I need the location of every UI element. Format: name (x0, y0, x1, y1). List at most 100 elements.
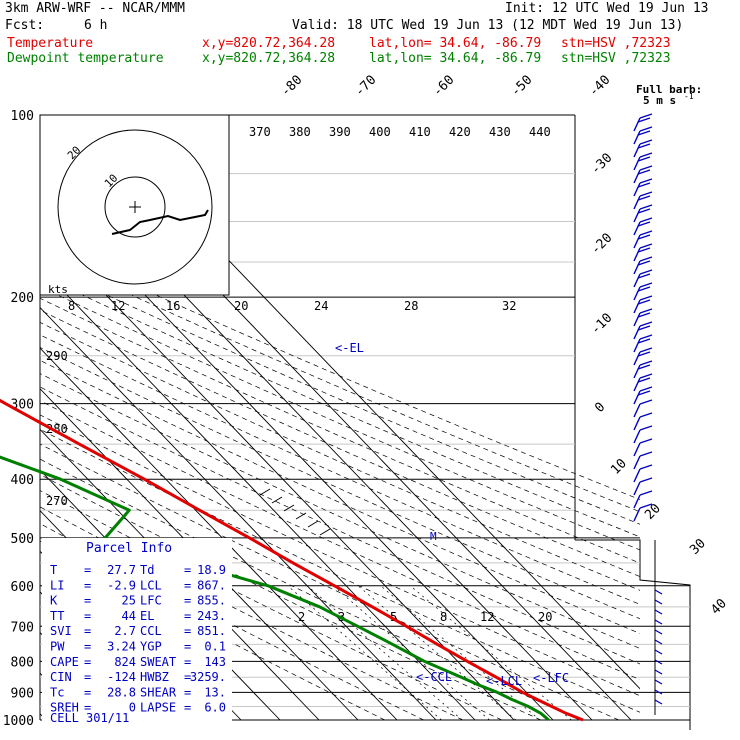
wind-barb-flag (637, 299, 651, 305)
wind-barb-flag (637, 143, 651, 149)
parcel-eq: = (84, 578, 91, 592)
parcel-value: 855. (197, 594, 226, 608)
wind-barb (633, 182, 641, 197)
parcel-eq: = (184, 624, 191, 638)
isotherm (40, 388, 359, 721)
parcel-info-title: Parcel Info (86, 541, 172, 556)
wind-barb-flag (637, 377, 651, 383)
lfc-marker: <-LFC (533, 671, 569, 685)
wind-barb-flag (639, 347, 653, 353)
dewpoint-xy: x,y=820.72,364.28 (202, 51, 336, 66)
parcel-value: 18.9 (197, 563, 226, 577)
lcl-marker: <-LCL (486, 674, 522, 688)
parcel-tick (295, 512, 307, 520)
wind-barb-flag (637, 208, 651, 214)
parcel-eq: = (84, 655, 91, 669)
wind-barb-flag (637, 234, 651, 240)
parcel-key: PW (50, 640, 65, 654)
parcel-value: 867. (197, 578, 226, 592)
model-title: 3km ARW-WRF -- NCAR/MMM (5, 1, 186, 16)
wind-barb-flag (637, 169, 651, 175)
wind-barb-flag (639, 477, 653, 483)
dry-adiabat (40, 274, 640, 538)
isotherm-label: -80 (278, 73, 305, 100)
speed-scale-label: 20 (234, 299, 248, 313)
temperature-legend: Temperature (7, 36, 94, 51)
dewpoint-line (0, 455, 550, 722)
parcel-key: Tc (50, 685, 64, 699)
parcel-key: T (50, 563, 57, 577)
parcel-key: SVI (50, 624, 72, 638)
wind-barb (654, 649, 663, 655)
barb-legend-title: Full barb: (636, 83, 702, 96)
mixing-ratio-line (332, 585, 490, 721)
wind-barb (633, 416, 641, 431)
wind-barb (633, 143, 641, 158)
wind-barb-flag (639, 451, 653, 457)
plot-right-step (575, 539, 691, 730)
wind-barb (633, 130, 641, 145)
parcel-eq: = (84, 609, 91, 623)
wind-barb (633, 195, 641, 210)
theta-left-label: 290 (46, 349, 68, 363)
wind-barb-flag (639, 204, 653, 210)
forecast-label: Fcst: (5, 18, 45, 33)
wind-barb-flag (639, 321, 653, 327)
isotherm-label: -10 (588, 311, 615, 338)
wind-barb (633, 286, 641, 301)
wind-barb (633, 507, 641, 522)
valid-time: Valid: 18 UTC Wed 19 Jun 13 (12 MDT Wed … (292, 18, 684, 33)
wind-barb-flag (637, 364, 651, 370)
wind-barb-flag (639, 178, 653, 184)
wind-barb (633, 299, 641, 314)
parcel-tick (271, 496, 283, 504)
wind-barb-flag (637, 338, 651, 344)
parcel-value: 44 (122, 609, 136, 623)
pressure-tick-label: 300 (11, 398, 34, 413)
wind-barb-flag (639, 152, 653, 158)
parcel-key: EL (140, 609, 154, 623)
isotherm (40, 225, 515, 721)
parcel-eq: = (84, 670, 91, 684)
isotherm-label: -20 (588, 231, 615, 258)
wind-barb (633, 403, 641, 418)
wind-barb-flag (639, 425, 653, 431)
wind-barb (633, 169, 641, 184)
wind-barb-flag (639, 386, 653, 392)
parcel-value: -124 (107, 670, 136, 684)
parcel-key: Td (140, 563, 154, 577)
isotherm-label: 40 (708, 596, 730, 618)
wind-barb (633, 325, 641, 340)
cell-value: 301/11 (86, 711, 129, 725)
wind-barb (633, 494, 641, 509)
parcel-key: YGP (140, 640, 162, 654)
pressure-tick-label: 800 (11, 655, 34, 670)
init-time: Init: 12 UTC Wed 19 Jun 13 (505, 1, 709, 16)
parcel-eq: = (184, 670, 191, 684)
speed-scale-label: 12 (111, 299, 125, 313)
parcel-eq: = (184, 655, 191, 669)
hodograph-trace (111, 209, 209, 235)
theta-label: 420 (449, 125, 471, 139)
isotherm-label: -70 (352, 73, 379, 100)
wind-barb-flag (639, 295, 653, 301)
parcel-value: 3259. (190, 670, 226, 684)
mixing-ratio-label: 8 (440, 610, 447, 624)
wind-barb-flag (637, 247, 651, 253)
speed-scale-label: 28 (404, 299, 418, 313)
wind-barb-flag (639, 282, 653, 288)
barb-legend-exponent: -1 (684, 92, 694, 101)
dewpoint-latlon: lat,lon= 34.64, -86.79 (369, 51, 542, 66)
parcel-value: 824 (114, 655, 136, 669)
parcel-tick (259, 488, 271, 496)
wind-barb-flag (639, 126, 653, 132)
parcel-eq: = (84, 624, 91, 638)
isotherm-label: 20 (642, 501, 664, 523)
theta-label: 370 (249, 125, 271, 139)
parcel-tick (283, 504, 295, 512)
wind-barb-flag (639, 360, 653, 366)
wind-barb-flag (637, 273, 651, 279)
pressure-tick-label: 500 (11, 532, 34, 547)
mixing-ratio-label: 2 (298, 610, 305, 624)
